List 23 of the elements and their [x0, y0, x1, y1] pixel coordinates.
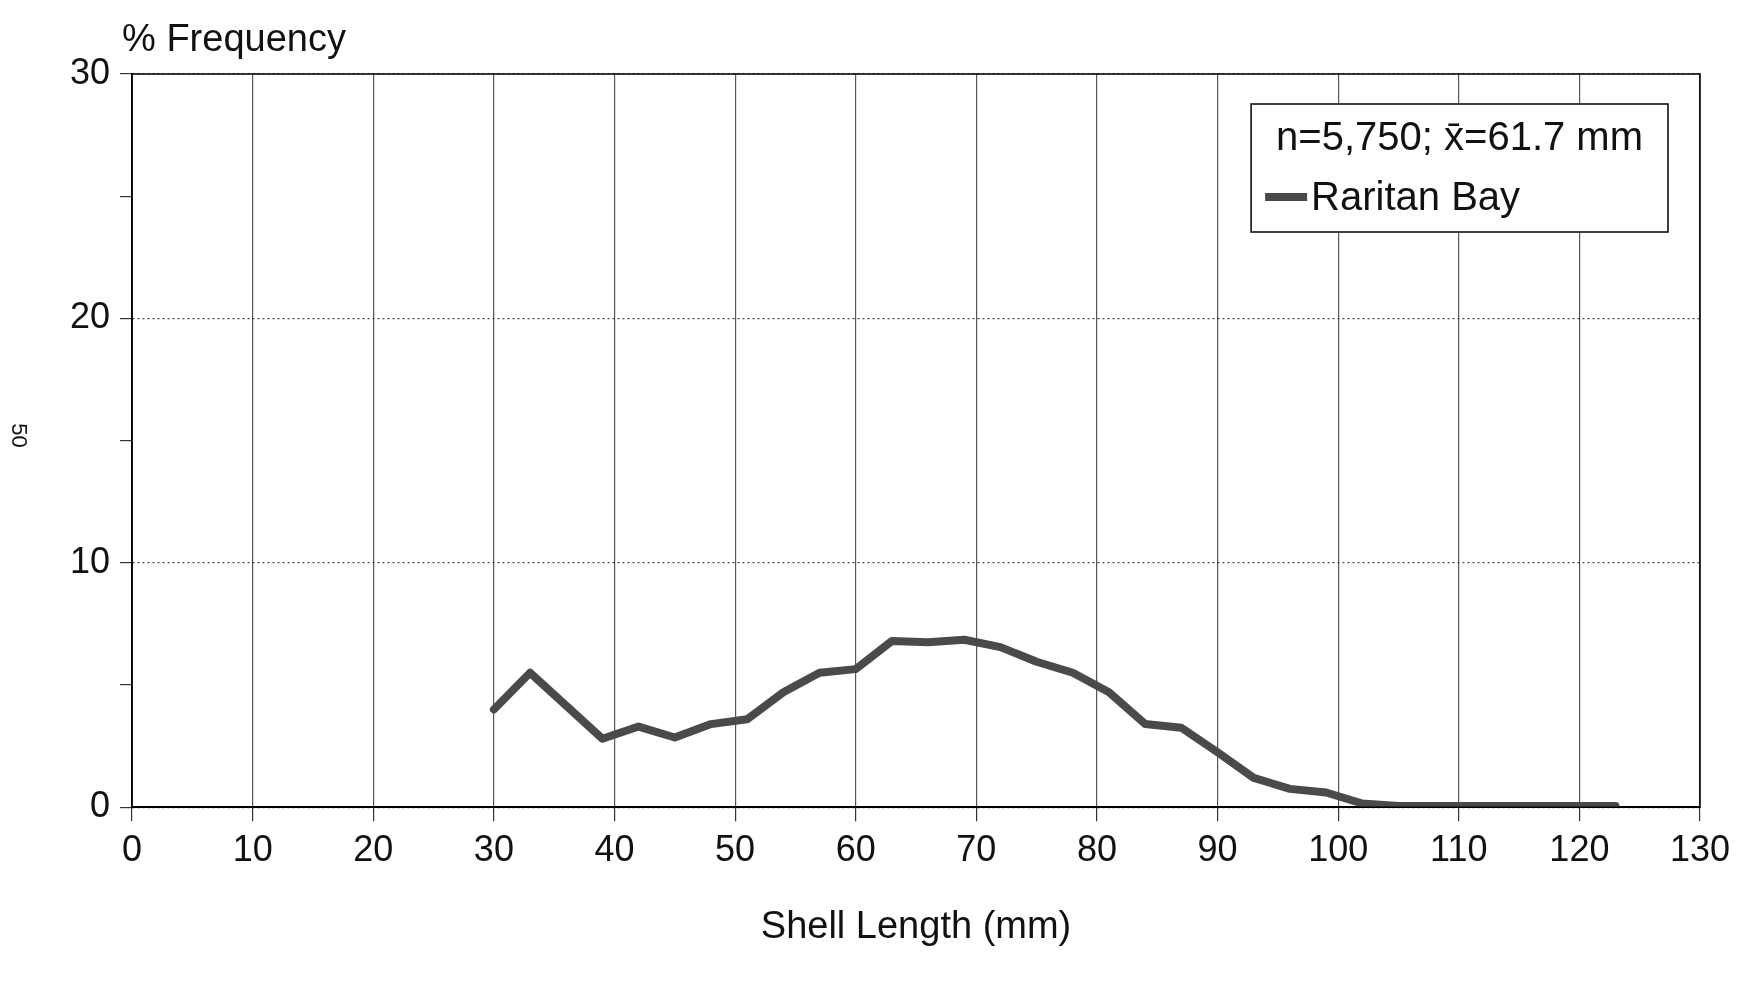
x-tick-label: 50: [715, 827, 756, 869]
y-tick-label: 10: [70, 539, 111, 581]
text: 50: [6, 423, 32, 448]
x-tick-label: 20: [353, 827, 394, 869]
x-tick-label: 120: [1549, 827, 1610, 869]
x-tick-label: 10: [232, 827, 273, 869]
x-tick-label: 30: [473, 827, 514, 869]
y-tick-label: 20: [70, 295, 111, 337]
x-tick-label: 60: [835, 827, 876, 869]
x-tick-label: 90: [1197, 827, 1238, 869]
x-tick-label: 100: [1308, 827, 1369, 869]
x-tick-label: 0: [122, 827, 143, 869]
x-tick-label: 40: [594, 827, 635, 869]
x-tick-label: 80: [1076, 827, 1117, 869]
y-axis-title: % Frequency: [122, 17, 346, 60]
y-tick-label: 0: [90, 784, 111, 826]
x-axis-title: Shell Length (mm): [760, 903, 1072, 946]
legend-label: Raritan Bay: [1311, 174, 1521, 219]
x-tick-label: 130: [1669, 827, 1731, 869]
x-tick-label: 110: [1430, 827, 1488, 869]
x-tick-label: 70: [956, 827, 997, 869]
legend-title: n=5,750; x̄=61.7 mm: [1276, 114, 1644, 159]
y-tick-label: 30: [70, 50, 111, 92]
